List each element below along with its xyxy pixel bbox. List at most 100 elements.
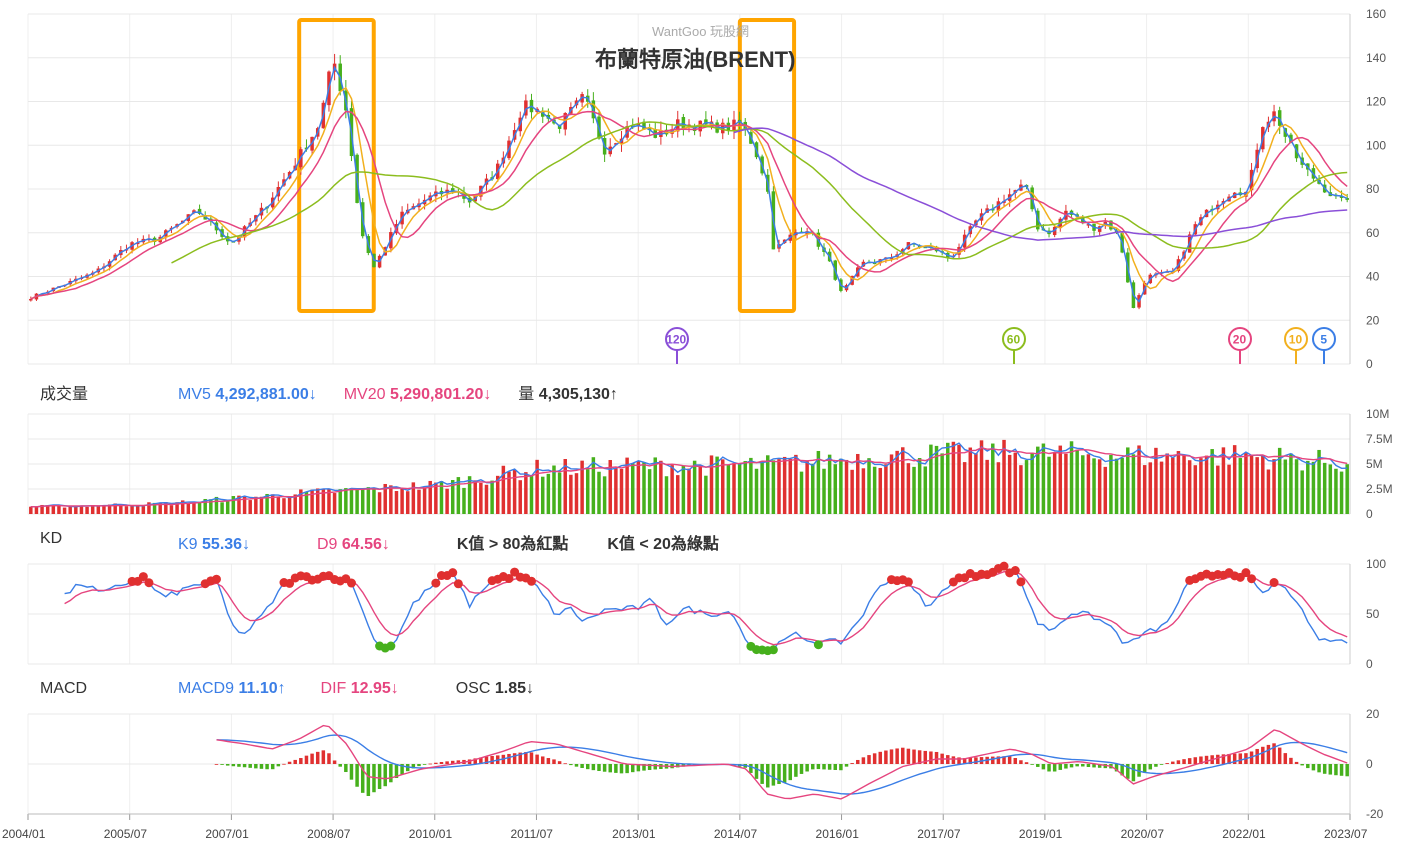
volume-bar [676, 475, 680, 514]
kd-overbought-dot [504, 574, 514, 584]
osc-bar [372, 764, 376, 793]
osc-bar [608, 764, 612, 773]
candle-body [450, 188, 455, 192]
ma-marker-circle [1312, 327, 1336, 351]
osc-bar [856, 759, 860, 764]
volume-bar [608, 460, 612, 514]
volume-bar [124, 506, 129, 514]
candle-body [1086, 224, 1091, 226]
x-axis-label: 2007/01 [205, 827, 249, 841]
volume-bar [884, 464, 888, 514]
volume-bar [1210, 449, 1214, 514]
osc-bar [1289, 757, 1293, 764]
volume-bar [940, 453, 944, 514]
osc-bar [344, 764, 348, 773]
volume-bar [811, 463, 815, 514]
ma-marker-circle [665, 327, 689, 351]
kd-overbought-dot [453, 579, 463, 589]
osc-bar [1036, 764, 1040, 767]
volume-bar [1064, 453, 1068, 514]
volume-bar [349, 487, 354, 514]
osc-bar [647, 764, 652, 770]
osc-bar [642, 764, 646, 771]
candle-body [991, 208, 995, 211]
volume-bar [1266, 469, 1271, 514]
osc-bar [360, 764, 365, 793]
osc-bar [872, 753, 877, 764]
volume-bar [310, 489, 314, 514]
osc-bar [524, 752, 528, 764]
osc-bar [1182, 759, 1186, 764]
osc-bar [771, 764, 776, 786]
volume-bar [237, 495, 241, 514]
osc-bar [1300, 764, 1304, 766]
candle-body [681, 117, 686, 129]
k9-label: K9 [178, 536, 198, 553]
volume-bar [484, 484, 489, 514]
candle-body [29, 298, 33, 301]
volume-bar [1120, 457, 1124, 514]
volume-bar [889, 454, 894, 514]
volume-bar [822, 468, 826, 514]
volume-bar [1193, 465, 1198, 514]
volume-bar [130, 505, 134, 514]
volume-y-tick-label: 10M [1366, 407, 1389, 421]
osc-bar [1114, 764, 1119, 772]
osc-bar [850, 763, 854, 764]
volume-bar [1041, 443, 1046, 514]
volume-bar [917, 458, 922, 514]
osc-bar [259, 764, 264, 769]
osc-bar [619, 764, 624, 774]
volume-bar [209, 499, 213, 514]
volume-bar [957, 444, 961, 514]
volume-bar [631, 463, 635, 514]
osc-bar [991, 756, 995, 764]
volume-bar [1334, 468, 1338, 514]
volume-bar [135, 505, 140, 514]
volume-bar [895, 450, 899, 514]
osc-bar [1058, 764, 1063, 770]
osc-bar [591, 764, 596, 771]
volume-bar [557, 472, 562, 514]
volume-bar [456, 477, 461, 514]
volume-bar [164, 502, 168, 514]
ma-marker-label: 10 [1289, 333, 1303, 347]
volume-bar [1086, 454, 1091, 514]
volume-bar [737, 464, 742, 514]
kd-overbought-dot [138, 572, 148, 582]
volume-bar [152, 502, 157, 514]
osc-bar [968, 757, 973, 764]
volume-bar [1317, 449, 1321, 514]
ma-marker-circle [1002, 327, 1026, 351]
volume-bar [1244, 453, 1248, 514]
osc-bar [214, 764, 219, 765]
volume-bar [1277, 447, 1282, 514]
osc-bar [1221, 754, 1226, 764]
ma-marker-label: 5 [1320, 333, 1327, 347]
volume-bar [1019, 465, 1023, 514]
osc-bar [878, 751, 883, 764]
ma-marker-circle [1284, 327, 1308, 351]
candle-body [524, 100, 528, 116]
volume-bar [450, 480, 455, 514]
volume-bar [29, 506, 33, 514]
osc-bar [827, 764, 832, 770]
volume-bar [270, 494, 275, 514]
price-y-tick-label: 100 [1366, 138, 1386, 152]
volume-bar [304, 491, 309, 514]
volume-bar [535, 459, 539, 514]
osc-bar [625, 764, 629, 774]
volume-bar [355, 489, 359, 514]
volume-bar [872, 466, 877, 514]
chart-title: 布蘭特原油(BRENT) [595, 47, 796, 72]
x-axis-label: 2016/01 [816, 827, 860, 841]
volume-bar [141, 506, 146, 514]
osc-bar [1294, 761, 1299, 764]
osc-bar [254, 764, 258, 769]
kd-overbought-dot [448, 568, 458, 578]
volume-bar [321, 488, 326, 514]
osc-bar [355, 764, 359, 787]
osc-bar [377, 764, 382, 789]
volume-bar [1199, 458, 1203, 514]
